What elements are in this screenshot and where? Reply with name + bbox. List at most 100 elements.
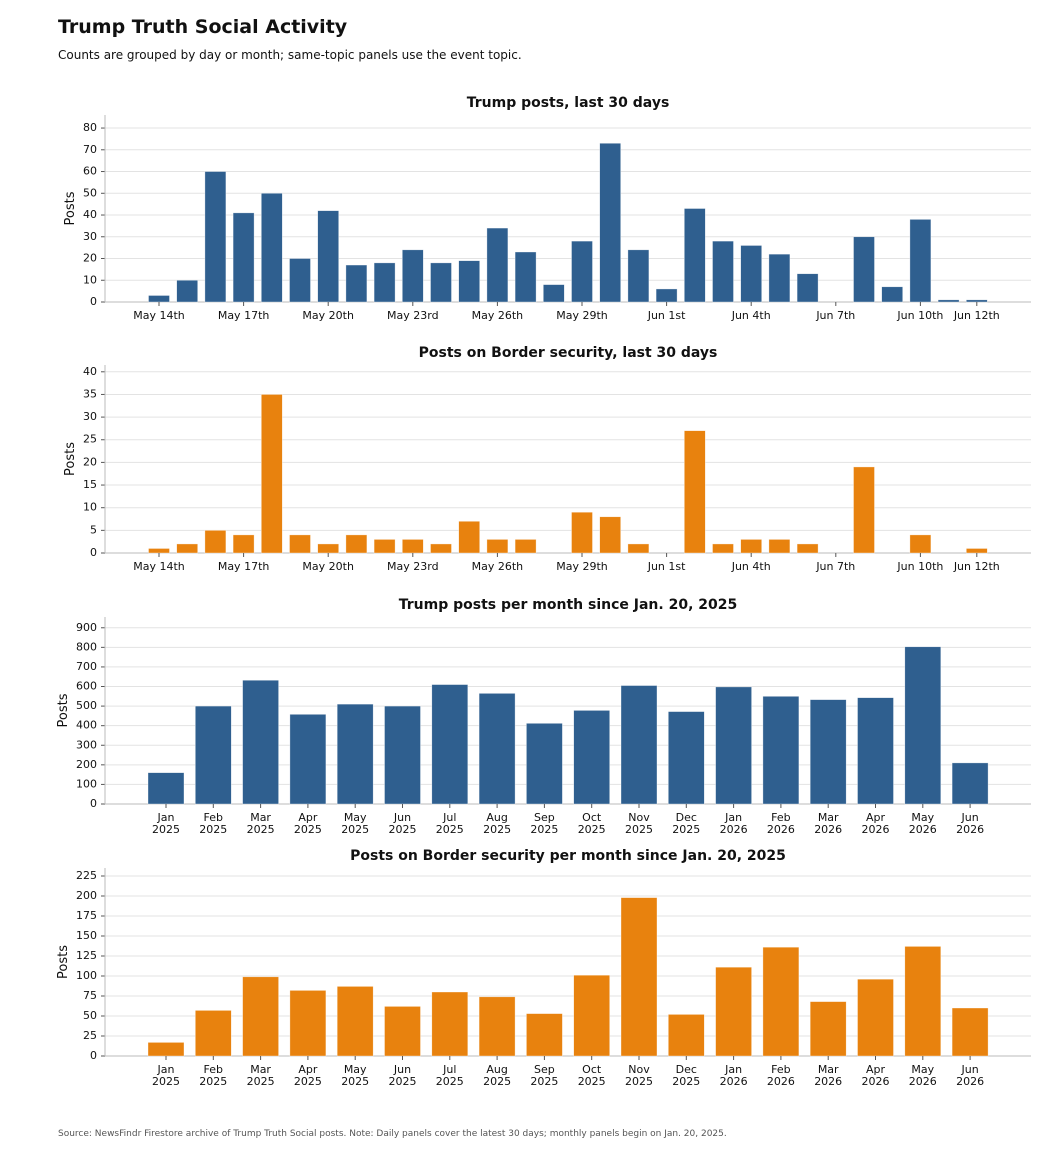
bar [667, 1014, 705, 1057]
y-tick-label: 0 [90, 546, 97, 559]
bar [768, 253, 791, 303]
x-tick-label: May 14th [133, 309, 185, 322]
bar [195, 705, 232, 805]
x-tick-label: Jul 2025 [436, 1063, 464, 1088]
bar [740, 539, 763, 554]
bar [260, 394, 283, 554]
x-tick-label: Jun 10th [896, 560, 943, 573]
x-tick-label: Jan 2025 [152, 811, 180, 836]
bar [740, 245, 763, 303]
y-axis-label: Posts [63, 442, 78, 476]
x-tick-label: May 23rd [387, 309, 439, 322]
x-tick-label: Feb 2025 [199, 811, 227, 836]
x-tick-label: Jun 7th [815, 560, 855, 573]
x-tick-label: Feb 2025 [199, 1063, 227, 1088]
x-tick-label: Aug 2025 [483, 1063, 511, 1088]
bar [573, 974, 611, 1057]
y-tick-label: 40 [83, 208, 97, 221]
bar [478, 693, 516, 805]
x-tick-label: Jun 10th [896, 309, 943, 322]
bar [796, 543, 819, 554]
bar [431, 991, 469, 1057]
y-tick-label: 20 [83, 252, 97, 265]
x-tick-label: May 17th [218, 560, 270, 573]
x-tick-label: Jan 2026 [720, 811, 748, 836]
bar [620, 897, 658, 1057]
y-tick-label: 5 [90, 523, 97, 536]
bar [796, 273, 819, 303]
bar [289, 990, 327, 1057]
bar [204, 530, 227, 554]
bar [853, 466, 875, 554]
x-tick-label: Oct 2025 [578, 811, 606, 836]
y-tick-label: 150 [76, 929, 97, 942]
x-tick-label: Aug 2025 [483, 811, 511, 836]
bar [260, 192, 283, 303]
y-tick-label: 400 [76, 719, 97, 732]
y-tick-label: 50 [83, 1009, 97, 1022]
x-tick-label: Mar 2025 [247, 1063, 275, 1088]
bar [317, 543, 340, 554]
bar [627, 543, 650, 554]
bar [430, 543, 452, 554]
x-tick-label: Jun 12th [953, 560, 1000, 573]
chart-title: Trump posts per month since Jan. 20, 202… [399, 597, 737, 613]
y-tick-label: 10 [83, 501, 97, 514]
bar [937, 299, 960, 303]
bar [809, 699, 847, 805]
page-subtitle: Counts are grouped by day or month; same… [58, 48, 522, 62]
bar [667, 711, 705, 805]
bar [242, 679, 279, 805]
y-tick-label: 800 [76, 640, 97, 653]
y-axis-label: Posts [56, 945, 71, 979]
y-tick-label: 35 [83, 387, 97, 400]
x-tick-label: Sep 2025 [530, 811, 558, 836]
bar [809, 1001, 847, 1057]
bar [715, 686, 752, 805]
bar [176, 279, 198, 303]
y-tick-label: 500 [76, 699, 97, 712]
bar [336, 703, 374, 805]
bar [148, 548, 170, 554]
x-tick-label: May 20th [302, 560, 354, 573]
x-tick-label: Oct 2025 [578, 1063, 606, 1088]
y-tick-label: 70 [83, 143, 97, 156]
bar [232, 534, 255, 554]
bar [148, 295, 170, 303]
x-tick-label: May 29th [556, 309, 608, 322]
x-tick-label: May 23rd [387, 560, 439, 573]
y-tick-label: 700 [76, 660, 97, 673]
bar [430, 262, 452, 303]
page-title: Trump Truth Social Activity [58, 16, 348, 38]
x-tick-label: Jan 2025 [152, 1063, 180, 1088]
bar [526, 1013, 563, 1057]
y-tick-label: 300 [76, 738, 97, 751]
x-tick-label: Dec 2025 [672, 1063, 700, 1088]
x-tick-label: Apr 2026 [862, 811, 890, 836]
bar [486, 539, 509, 554]
bar [176, 543, 198, 554]
y-tick-label: 600 [76, 680, 97, 693]
y-tick-label: 0 [90, 295, 97, 308]
x-tick-label: Apr 2025 [294, 811, 322, 836]
bar [401, 539, 424, 554]
x-tick-label: Dec 2025 [672, 811, 700, 836]
x-tick-label: Mar 2025 [247, 811, 275, 836]
y-tick-label: 30 [83, 410, 97, 423]
x-tick-label: Nov 2025 [625, 1063, 653, 1088]
bar [599, 516, 622, 554]
bar [232, 212, 255, 303]
x-tick-label: May 26th [472, 560, 524, 573]
bar [514, 539, 537, 554]
y-axis-label: Posts [56, 693, 71, 727]
bar [573, 710, 611, 805]
x-tick-label: Sep 2025 [530, 1063, 558, 1088]
y-tick-label: 100 [76, 969, 97, 982]
bar [857, 697, 894, 805]
x-tick-label: May 2026 [909, 1063, 937, 1088]
y-tick-label: 0 [90, 797, 97, 810]
x-tick-label: May 29th [556, 560, 608, 573]
bar [373, 262, 396, 303]
y-tick-label: 30 [83, 230, 97, 243]
x-tick-label: May 26th [472, 309, 524, 322]
